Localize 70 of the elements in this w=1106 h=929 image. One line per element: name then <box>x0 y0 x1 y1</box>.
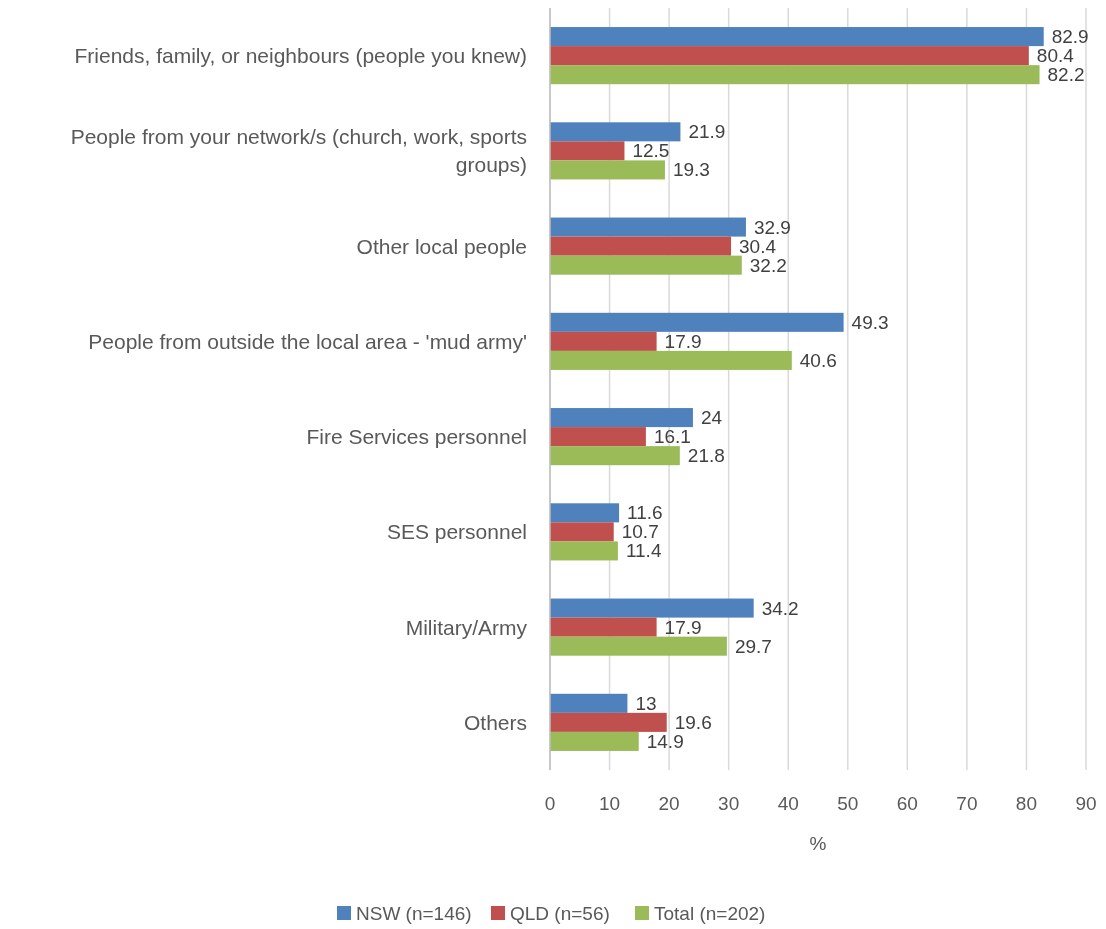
x-tick-label: 70 <box>956 792 978 814</box>
data-label: 16.1 <box>653 426 691 448</box>
x-tick-label: 0 <box>544 792 556 814</box>
data-label: 32.9 <box>753 216 791 238</box>
x-tick-label: 20 <box>658 792 680 814</box>
x-tick-label: 10 <box>598 792 621 814</box>
y-tick-label: Fire Services personnel <box>306 425 527 449</box>
y-tick-label: Military/Army <box>405 615 528 639</box>
legend-label: NSW (n=146) <box>356 902 472 924</box>
y-tick-label: Others <box>463 710 527 734</box>
x-tick-label: 80 <box>1015 792 1038 814</box>
bar <box>550 712 667 732</box>
data-label: 19.3 <box>672 159 710 181</box>
data-label: 29.7 <box>734 635 772 657</box>
x-tick-label: 40 <box>777 792 799 814</box>
data-label: 32.2 <box>749 254 787 276</box>
legend-label: QLD (n=56) <box>510 902 610 924</box>
bar <box>550 255 742 275</box>
y-tick-label: Friends, family, or neighbours (people you knew) <box>74 44 527 68</box>
y-tick-label: SES personnel <box>386 520 527 544</box>
bar <box>550 693 628 713</box>
bar <box>550 636 727 656</box>
bar <box>550 312 844 332</box>
bar <box>550 731 639 751</box>
data-label: 11.6 <box>627 502 663 524</box>
bar <box>550 122 681 142</box>
bar <box>550 236 732 256</box>
bar <box>550 541 618 561</box>
data-label: 17.9 <box>664 616 702 638</box>
data-label: 82.9 <box>1051 26 1089 48</box>
bar <box>550 598 754 618</box>
x-tick-label: 90 <box>1075 792 1097 814</box>
data-label: 49.3 <box>851 311 889 333</box>
data-label: 30.4 <box>739 235 777 257</box>
data-label: 80.4 <box>1036 45 1075 67</box>
data-label: 24 <box>700 407 723 429</box>
data-label: 82.2 <box>1047 64 1085 86</box>
x-tick-label: 60 <box>896 792 918 814</box>
y-tick-label: People from outside the local area - 'mud army' <box>88 329 527 353</box>
bar <box>550 408 693 428</box>
bar <box>550 522 614 542</box>
bar <box>550 617 657 637</box>
bar <box>550 27 1044 47</box>
bar <box>550 427 646 447</box>
bar <box>550 65 1040 85</box>
data-label: 13 <box>635 692 657 714</box>
bar <box>550 46 1029 66</box>
data-label: 21.8 <box>687 445 725 467</box>
data-label: 21.9 <box>688 121 726 143</box>
bar <box>550 350 792 370</box>
data-label: 14.9 <box>646 730 684 752</box>
x-axis-title: % <box>809 832 827 854</box>
data-label: 11.4 <box>625 540 662 562</box>
data-label: 34.2 <box>761 597 799 619</box>
x-tick-label: 30 <box>718 792 740 814</box>
bar <box>550 141 625 161</box>
data-label: 40.6 <box>799 349 837 371</box>
data-label: 10.7 <box>621 521 659 543</box>
data-label: 12.5 <box>632 140 670 162</box>
y-tick-label: Other local people <box>356 234 527 258</box>
bar <box>550 446 680 466</box>
bar <box>550 503 620 523</box>
x-tick-label: 50 <box>837 792 859 814</box>
bar <box>550 217 746 237</box>
legend-label: Total (n=202) <box>654 902 766 924</box>
data-label: 17.9 <box>664 330 702 352</box>
bar <box>550 160 665 180</box>
y-tick-label: People from your network/s (church, work, sports groups) <box>70 125 527 177</box>
data-label: 19.6 <box>674 711 712 733</box>
bar <box>550 331 657 351</box>
